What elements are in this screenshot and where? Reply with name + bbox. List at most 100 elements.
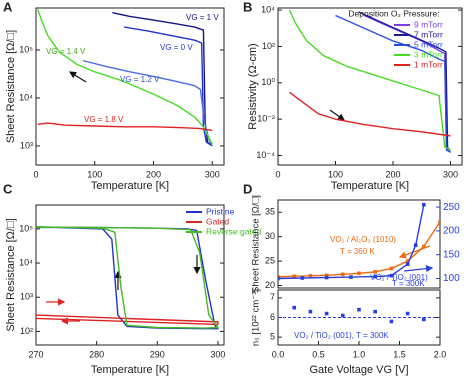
annotation: VG = 1.2 V — [120, 75, 160, 84]
panel-label: C — [3, 181, 13, 196]
plot-area — [292, 305, 426, 324]
x-axis-label: Temperature [K] — [91, 180, 169, 192]
y-tick-label: 20 — [265, 280, 275, 290]
annotation: T = 360 K — [340, 247, 375, 256]
data-point — [422, 244, 426, 249]
y-tick-label: 10⁻⁴ — [256, 150, 275, 160]
x-tick-label: 290 — [150, 349, 165, 359]
legend-label: Reverse gated — [206, 226, 262, 236]
annotation: VO₂ / TiO₂ (001) — [370, 273, 428, 282]
y2-tick-label: 250 — [443, 202, 460, 213]
series-line — [36, 226, 219, 330]
x-tick-label: 0 — [275, 169, 280, 179]
plot-frame — [277, 7, 463, 166]
data-point — [300, 276, 305, 280]
annotation: VG = 1.8 V — [84, 115, 124, 124]
x-tick-label: 0.5 — [312, 349, 325, 359]
y-tick-label: 10⁴ — [19, 92, 33, 102]
x-axis-label: Temperature [K] — [331, 180, 409, 192]
y-tick-label: 10⁴ — [19, 257, 33, 267]
legend-label: 3 mTorr — [414, 49, 443, 59]
data-point — [278, 276, 280, 281]
plot-frame — [35, 7, 225, 166]
arrow — [329, 109, 345, 121]
data-point — [341, 313, 345, 318]
y-tick-label: 10² — [20, 326, 33, 336]
legend-label: 1 mTorr — [414, 59, 443, 69]
legend-label: 7 mTorr — [414, 29, 443, 39]
plot-frame — [277, 199, 441, 289]
data-point — [349, 275, 353, 279]
y-tick-label: 25 — [265, 255, 275, 265]
series-line — [36, 226, 219, 329]
y-axis-label: nₛ [10²² cm⁻³] — [251, 289, 262, 346]
x-tick-label: 200 — [385, 169, 400, 179]
series-line — [289, 91, 451, 137]
x-tick-label: 1.0 — [353, 349, 366, 359]
data-point — [324, 273, 329, 278]
data-point — [405, 311, 410, 316]
panel: 5 6 7 0.0 0.5 1.0 1.5 2.0 Gate Voltage VG [V] nₛ … — [251, 289, 447, 376]
data-point — [308, 273, 313, 278]
annotation: VG = 0 V — [160, 43, 193, 52]
series-line — [124, 26, 213, 147]
y-tick-label: 35 — [265, 207, 275, 217]
y-tick-label: 10³ — [20, 292, 33, 302]
x-tick-label: 270 — [28, 349, 43, 359]
x-tick-label: 1.5 — [393, 349, 406, 359]
legend-label: Gated — [206, 216, 229, 226]
series-line — [82, 59, 213, 147]
panel: 10² 10³ 10⁴ 10⁵ 270 280 290 300 Temperature [K] S… — [3, 181, 262, 375]
x-tick-label: 300 — [443, 169, 458, 179]
plot-area — [37, 9, 213, 147]
series-line — [112, 11, 213, 147]
y-tick-label: 10⁴ — [261, 4, 275, 14]
y-axis-label: Sheet Resistance [Ω/□] — [251, 195, 262, 293]
legend-title: Deposition O₂ Pressure: — [348, 8, 439, 18]
data-point — [405, 259, 410, 263]
data-point — [438, 220, 440, 224]
arrows — [46, 71, 434, 325]
data-point — [357, 307, 361, 312]
data-point — [292, 274, 296, 279]
legend-label: 9 mTorr — [414, 19, 443, 29]
series-line — [288, 9, 451, 151]
x-tick-label: 100 — [328, 169, 343, 179]
data-point — [373, 270, 377, 274]
arrow — [68, 71, 87, 83]
x-axis-label: Gate Voltage VG [V] — [309, 364, 408, 376]
y-tick-label: 10⁵ — [19, 223, 33, 233]
data-point — [308, 309, 313, 314]
panel: 10³ 10⁴ 10⁵ 0 100 200 300 Temperature [K] Sheet … — [3, 0, 225, 192]
data-point — [413, 243, 418, 247]
y-tick-label: 5 — [270, 332, 275, 342]
panel-label: A — [3, 0, 13, 14]
x-tick-label: 300 — [210, 349, 225, 359]
y-tick-label: 10⁰ — [261, 77, 275, 87]
y-tick-label: 10⁵ — [19, 44, 33, 54]
plot-area — [278, 202, 440, 281]
data-point — [422, 317, 426, 322]
y-tick-label: 10³ — [20, 140, 33, 150]
panel-label: D — [243, 181, 252, 196]
series-line — [37, 9, 213, 145]
annotation: T = 300K — [392, 279, 425, 288]
data-point — [357, 271, 361, 276]
data-point — [324, 275, 329, 280]
data-point — [389, 319, 394, 324]
y-tick-label: 30 — [265, 231, 275, 241]
y-axis-label: Resistivity (Ω-cm) — [247, 43, 259, 129]
x-tick-label: 0 — [33, 169, 38, 179]
y-tick-label: 7 — [270, 292, 275, 302]
annotation: VG = 1 V — [186, 13, 219, 22]
plot-area — [288, 9, 451, 153]
panel: 20 25 30 35 100 150 200 250 Sheet Resistance [Ω/… — [243, 181, 460, 292]
x-tick-label: 2.0 — [434, 349, 447, 359]
y-tick-label: 10⁻² — [257, 114, 275, 124]
data-point — [389, 266, 394, 271]
x-tick-label: 300 — [205, 169, 220, 179]
data-point — [405, 262, 410, 267]
y2-tick-label: 100 — [443, 273, 460, 284]
data-point — [422, 202, 426, 207]
